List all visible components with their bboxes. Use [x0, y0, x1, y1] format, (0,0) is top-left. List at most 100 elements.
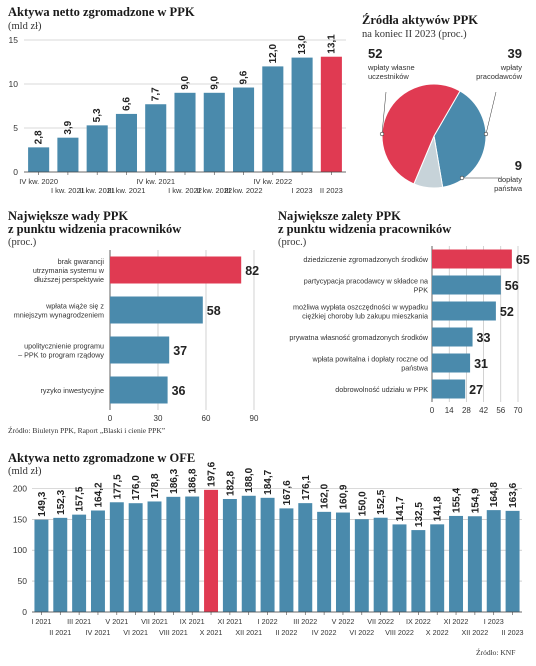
ppk-value-label: 5,3	[92, 108, 103, 122]
advantages-category-label: prywatna własność gromadzonych środków	[289, 333, 428, 342]
advantages-x-tick: 14	[445, 406, 454, 415]
advantages-category-label: dziedziczenie zgromadzonych środków	[303, 255, 428, 264]
ofe-category-label: V 2022	[332, 617, 355, 626]
ofe-category-label: IX 2021	[180, 617, 205, 626]
ofe-category-label: XI 2022	[444, 617, 469, 626]
ofe-value-label: 167,6	[282, 480, 293, 505]
ofe-category-label: III 2022	[293, 617, 317, 626]
ofe-value-label: 164,2	[93, 482, 104, 507]
ofe-assets-title: Aktywa netto zgromadzone w OFE	[8, 451, 196, 465]
advantages-value-label: 33	[477, 331, 491, 345]
ofe-value-label: 177,5	[112, 474, 123, 499]
ppk-category-label: I kw. 2021	[51, 186, 85, 195]
ofe-asset-bar	[166, 496, 181, 612]
ofe-category-label: VI 2021	[123, 628, 148, 637]
flaws-bar	[110, 336, 170, 364]
ofe-asset-bar	[449, 515, 464, 612]
flaws-x-tick: 30	[154, 414, 163, 423]
ppk-flaws-unit: (proc.)	[8, 237, 37, 248]
ofe-category-label: VII 2021	[141, 617, 168, 626]
advantages-x-tick: 42	[479, 406, 488, 415]
advantages-category-label: wpłata powitalna i dopłaty roczne od	[312, 355, 428, 364]
ofe-value-label: 155,4	[452, 487, 463, 512]
ofe-category-label: XII 2022	[461, 628, 488, 637]
pie-slice-label: dopłaty	[498, 175, 522, 184]
ppk-category-label: I 2023	[292, 186, 313, 195]
advantages-bar	[432, 301, 496, 321]
pie-slice-label: wpłaty	[500, 63, 523, 72]
ofe-value-label: 184,7	[263, 469, 274, 494]
ofe-value-label: 160,9	[338, 484, 349, 509]
pie-slice-label: uczestników	[368, 72, 409, 81]
advantages-value-label: 56	[505, 279, 519, 293]
ofe-y-tick: 0	[22, 607, 27, 617]
ofe-value-label: 141,7	[395, 496, 406, 521]
ofe-asset-bar	[185, 496, 200, 612]
ofe-y-tick: 50	[18, 576, 28, 586]
ppk-y-tick: 15	[9, 35, 19, 45]
ppk-advantages-title: Największe zalety PPK	[278, 209, 401, 223]
ofe-category-label: XI 2021	[217, 617, 242, 626]
ppk-value-label: 13,0	[297, 35, 308, 55]
ppk-asset-bar	[57, 137, 79, 172]
flaws-x-tick: 0	[108, 414, 113, 423]
flaws-category-label: brak gwarancji	[58, 257, 105, 266]
ppk-value-label: 9,0	[180, 75, 191, 89]
ofe-category-label: XII 2021	[235, 628, 262, 637]
ofe-asset-bar	[486, 510, 501, 612]
flaws-bar	[110, 256, 242, 284]
ppk-flaws-title: Największe wady PPK	[8, 209, 129, 223]
flaws-bar	[110, 376, 168, 404]
ofe-value-label: 178,8	[150, 473, 161, 498]
ppk-value-label: 6,6	[121, 97, 132, 111]
advantages-category-label: ciężkiej choroby lub zakupu mieszkania	[302, 312, 428, 321]
advantages-category-label: PPK	[414, 286, 429, 295]
flaws-category-label: – PPK to program rządowy	[18, 351, 104, 360]
advantages-bar	[432, 379, 466, 399]
ppk-sources-title: Źródła aktywów PPK	[362, 13, 478, 27]
source-note-middle: Źródło: Biuletyn PPK, Raport „Blaski i c…	[8, 426, 166, 435]
ofe-category-label: I 2022	[258, 617, 278, 626]
ofe-asset-bar	[72, 514, 87, 612]
advantages-bar	[432, 249, 512, 269]
advantages-bar	[432, 353, 471, 373]
ofe-value-label: 154,9	[470, 488, 481, 513]
ofe-y-tick: 200	[13, 483, 27, 493]
ofe-asset-bar	[317, 511, 332, 612]
ofe-asset-bar	[411, 530, 426, 612]
ofe-asset-bar	[430, 524, 445, 612]
advantages-category-label: partycypacja pracodawcy w składce na	[304, 277, 428, 286]
ofe-asset-bar	[392, 524, 407, 612]
ofe-category-label: I 2023	[484, 617, 504, 626]
advantages-category-label: dobrowolność udziału w PPK	[335, 385, 428, 394]
ppk-category-label: IV kw. 2021	[136, 177, 175, 186]
ofe-value-label: 176,0	[131, 475, 142, 500]
ppk-asset-bar	[145, 104, 167, 172]
ppk-category-label: II kw. 2021	[79, 186, 115, 195]
ofe-value-label: 162,0	[320, 483, 331, 508]
ofe-value-label: 132,5	[414, 502, 425, 527]
advantages-bar	[432, 327, 473, 347]
flaws-bar	[110, 296, 203, 324]
ofe-asset-bar	[90, 510, 105, 612]
pie-leader-line	[381, 91, 387, 135]
ofe-category-label: V 2021	[105, 617, 128, 626]
pie-leader-dot	[459, 175, 465, 181]
ofe-value-label: 149,3	[37, 491, 48, 516]
ppk-category-label: II kw. 2022	[196, 186, 232, 195]
ppk-value-label: 3,9	[63, 120, 74, 134]
ofe-value-label: 186,3	[169, 468, 180, 493]
pie-slice	[381, 83, 461, 185]
advantages-category-label: możliwa wypłata oszczędności w wypadku	[293, 303, 428, 312]
flaws-value-label: 82	[245, 264, 259, 278]
ofe-asset-bar	[109, 502, 124, 612]
pie-slice-value: 52	[368, 46, 382, 61]
ofe-asset-bar	[260, 497, 275, 612]
flaws-x-tick: 60	[202, 414, 211, 423]
pie-slice-label: wpłaty własne	[367, 63, 415, 72]
ofe-category-label: II 2022	[275, 628, 297, 637]
ppk-asset-bar	[86, 125, 108, 172]
advantages-x-tick: 28	[462, 406, 471, 415]
source-note-bottom: Źródło: KNF	[476, 648, 516, 657]
ofe-asset-bar	[53, 517, 68, 612]
